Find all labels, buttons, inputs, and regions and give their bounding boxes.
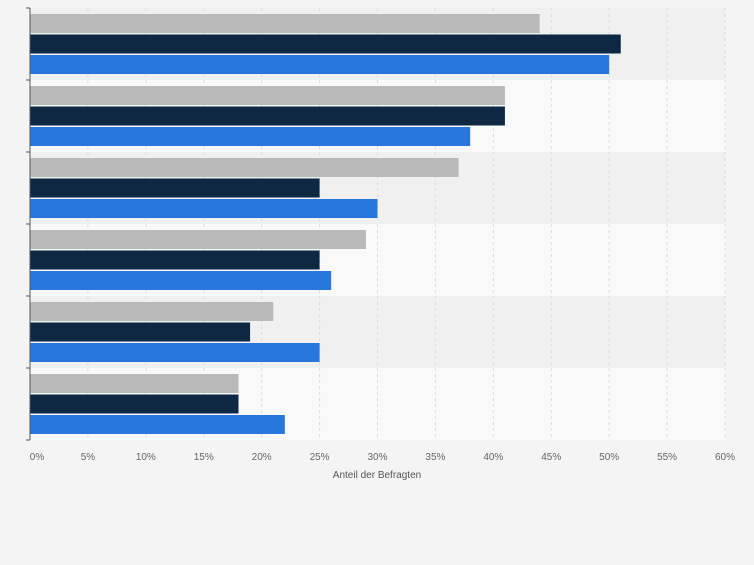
x-tick-label: 10% xyxy=(136,452,156,463)
bar xyxy=(30,55,610,74)
bar xyxy=(30,322,251,342)
bar xyxy=(30,158,459,177)
x-tick-label: 0% xyxy=(30,452,45,463)
x-tick-label: 50% xyxy=(599,452,619,463)
bars xyxy=(30,14,621,434)
x-tick-label: 5% xyxy=(81,452,96,463)
bar xyxy=(30,302,274,321)
bar xyxy=(30,34,621,54)
x-tick-label: 45% xyxy=(541,452,561,463)
gridlines xyxy=(87,8,726,440)
bar xyxy=(30,86,505,105)
x-tick-label: 15% xyxy=(194,452,214,463)
x-tick-label: 20% xyxy=(252,452,272,463)
x-tick-label: 40% xyxy=(483,452,503,463)
bar xyxy=(30,343,320,362)
x-tick-labels: 0% 5% 10% 15% 20% 25% 30% 35% 40% 45% 50% 55% 60% xyxy=(30,452,735,463)
bar xyxy=(30,199,378,218)
x-tick-label: 35% xyxy=(425,452,445,463)
bar xyxy=(30,415,285,434)
bar xyxy=(30,14,540,33)
x-tick-label: 25% xyxy=(310,452,330,463)
bar xyxy=(30,394,239,414)
bar xyxy=(30,271,332,290)
bar xyxy=(30,250,320,270)
bar xyxy=(30,106,505,126)
x-tick-label: 30% xyxy=(367,452,387,463)
bar xyxy=(30,374,239,393)
x-axis-label: Anteil der Befragten xyxy=(333,470,421,481)
bar xyxy=(30,178,320,198)
y-axis xyxy=(26,7,31,441)
bar xyxy=(30,127,471,146)
x-tick-label: 55% xyxy=(657,452,677,463)
x-tick-label: 60% xyxy=(715,452,735,463)
bar xyxy=(30,230,366,249)
